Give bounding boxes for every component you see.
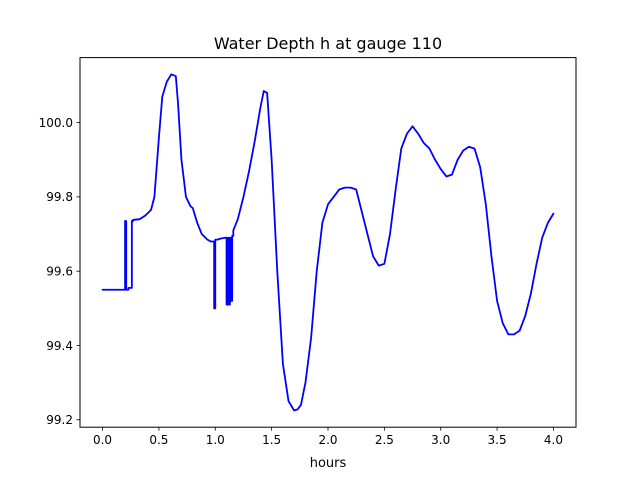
x-tick-label: 3.0 [431, 433, 450, 447]
x-tick-label: 0.0 [93, 433, 112, 447]
plot-area [101, 73, 555, 412]
x-tick-label: 1.5 [262, 433, 281, 447]
x-tick-label: 2.5 [375, 433, 394, 447]
x-tick-label: 4.0 [544, 433, 563, 447]
y-tick-label: 99.6 [46, 264, 73, 278]
y-tick-label: 99.8 [46, 190, 73, 204]
x-axis: 0.0 0.5 1.0 1.5 2.0 2.5 3.0 3.5 4.0 [93, 427, 563, 447]
x-axis-label: hours [310, 456, 347, 471]
y-tick-label: 100.0 [39, 116, 73, 130]
y-axis: 99.2 99.4 99.6 99.8 100.0 [39, 116, 80, 427]
y-tick-label: 99.2 [46, 413, 73, 427]
chart-title: Water Depth h at gauge 110 [214, 34, 442, 53]
series-line [101, 73, 555, 412]
y-tick-label: 99.4 [46, 339, 73, 353]
x-tick-label: 1.0 [206, 433, 225, 447]
x-tick-label: 3.5 [488, 433, 507, 447]
x-tick-label: 2.0 [318, 433, 337, 447]
x-tick-label: 0.5 [149, 433, 168, 447]
